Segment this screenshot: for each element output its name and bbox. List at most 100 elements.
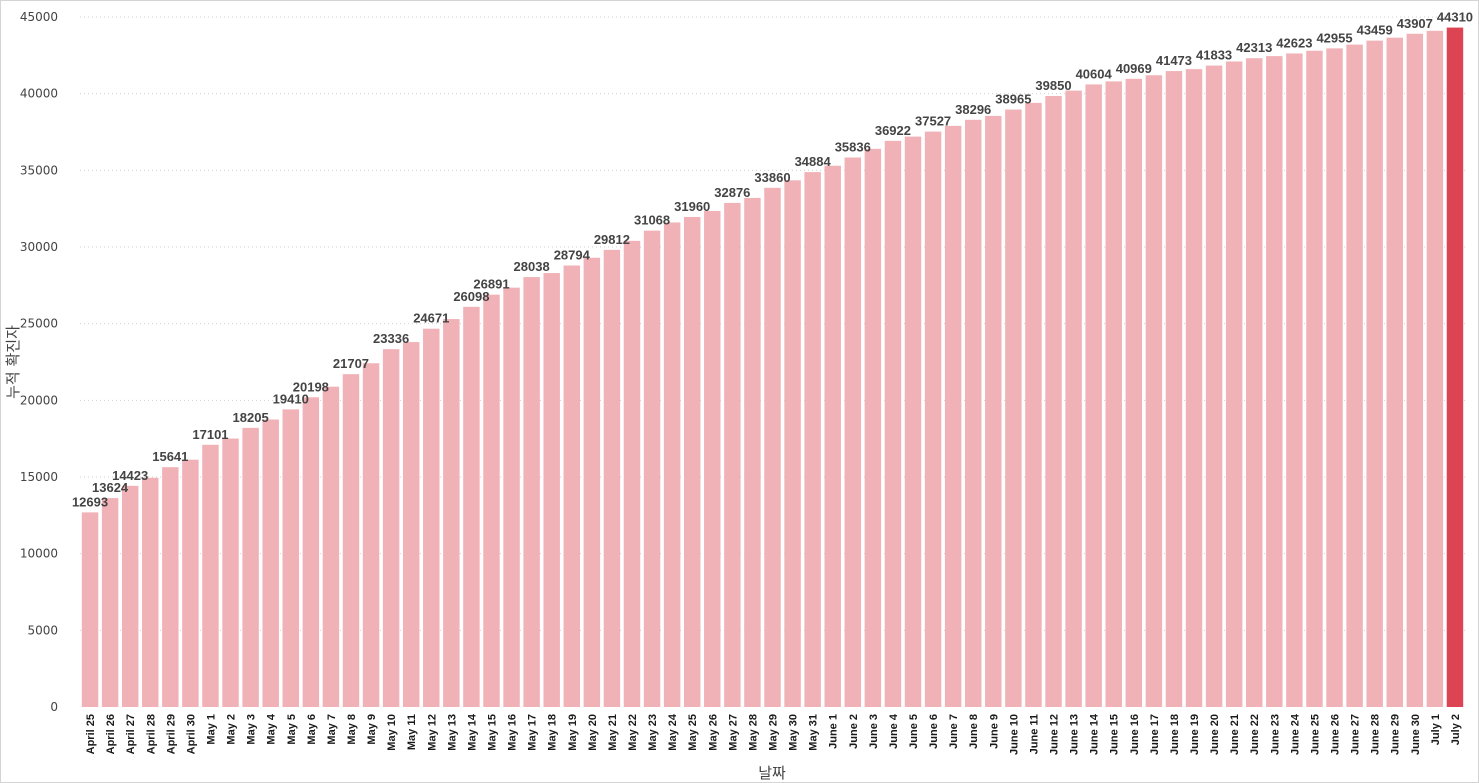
bar[interactable] <box>402 342 420 707</box>
bar[interactable] <box>222 438 239 707</box>
bar[interactable] <box>1205 65 1223 707</box>
x-tick-label: May 1 <box>205 714 217 745</box>
data-label: 18205 <box>233 410 269 425</box>
data-label: 34884 <box>795 154 832 169</box>
x-tick-label: May 23 <box>647 714 659 751</box>
x-tick-label: May 12 <box>426 714 438 751</box>
bar[interactable] <box>603 249 621 707</box>
bar[interactable] <box>1105 81 1122 707</box>
bar[interactable] <box>101 498 119 707</box>
bar[interactable] <box>1266 56 1283 708</box>
data-label: 40604 <box>1076 66 1113 81</box>
bar[interactable] <box>1225 61 1243 707</box>
bar[interactable] <box>162 467 179 707</box>
bar[interactable] <box>964 119 982 707</box>
x-tick-label: June 14 <box>1089 713 1101 755</box>
bar[interactable] <box>804 172 821 707</box>
x-tick-label: June 22 <box>1249 714 1261 755</box>
bar[interactable] <box>884 140 902 707</box>
data-label: 44310 <box>1437 10 1473 25</box>
bar[interactable] <box>543 273 560 707</box>
bar[interactable] <box>1065 90 1082 708</box>
bar[interactable] <box>1125 78 1143 708</box>
data-label: 26098 <box>453 289 489 304</box>
x-tick-label: May 8 <box>346 714 358 745</box>
bar[interactable] <box>824 165 841 707</box>
bar[interactable] <box>1246 58 1263 707</box>
bar[interactable] <box>663 222 681 707</box>
bar[interactable] <box>904 136 922 708</box>
bar[interactable] <box>844 157 862 708</box>
bar[interactable] <box>784 180 801 708</box>
bar[interactable] <box>443 319 460 707</box>
bar[interactable] <box>142 477 159 707</box>
data-label: 36922 <box>875 123 911 138</box>
x-tick-label: June 1 <box>828 714 840 749</box>
bar[interactable] <box>764 187 781 707</box>
bar[interactable] <box>1005 109 1022 707</box>
bar[interactable] <box>483 294 500 707</box>
bar[interactable] <box>1386 37 1403 707</box>
bar[interactable] <box>1286 53 1303 708</box>
bar[interactable] <box>1165 71 1183 707</box>
bar[interactable] <box>503 287 520 707</box>
y-tick-label: 10000 <box>20 547 58 561</box>
bar[interactable] <box>81 512 99 707</box>
x-tick-label: June 9 <box>988 714 1000 749</box>
bar[interactable] <box>463 306 480 707</box>
x-tick-label: May 27 <box>727 714 739 751</box>
y-tick-label: 40000 <box>20 87 58 101</box>
bar[interactable] <box>744 197 761 707</box>
bar[interactable] <box>583 257 601 707</box>
bar[interactable] <box>1085 84 1102 707</box>
bar[interactable] <box>362 363 380 707</box>
bar[interactable] <box>724 202 741 707</box>
data-label: 38296 <box>955 102 991 117</box>
bar[interactable] <box>563 265 581 707</box>
bar[interactable] <box>342 374 360 707</box>
bar[interactable] <box>262 419 279 708</box>
bar[interactable] <box>1426 30 1444 708</box>
data-label: 43907 <box>1397 16 1433 31</box>
bar[interactable] <box>1346 44 1363 708</box>
bar[interactable] <box>322 386 340 707</box>
x-tick-label: July 2 <box>1450 714 1462 745</box>
bar[interactable] <box>523 277 540 707</box>
bar[interactable] <box>1145 75 1163 708</box>
data-label: 40969 <box>1116 61 1152 76</box>
bar[interactable] <box>1366 40 1383 708</box>
x-tick-label: June 13 <box>1069 714 1081 755</box>
bar[interactable] <box>121 485 139 707</box>
x-tick-label: June 8 <box>968 714 980 749</box>
x-axis-title: 날짜 <box>758 764 786 782</box>
bar[interactable] <box>1446 27 1464 707</box>
bar[interactable] <box>623 240 641 707</box>
bar[interactable] <box>182 459 199 707</box>
bar[interactable] <box>944 125 962 707</box>
bar[interactable] <box>1025 102 1042 707</box>
bar[interactable] <box>202 444 219 707</box>
bar[interactable] <box>1306 50 1323 707</box>
x-tick-label: May 6 <box>306 714 318 745</box>
x-tick-label: April 28 <box>145 714 157 754</box>
bar[interactable] <box>302 397 320 707</box>
bar[interactable] <box>1185 69 1203 708</box>
x-tick-label: May 9 <box>366 714 378 745</box>
bar[interactable] <box>1326 48 1343 707</box>
x-tick-label: May 18 <box>547 714 559 751</box>
bar[interactable] <box>924 131 942 707</box>
bar[interactable] <box>1045 95 1062 707</box>
bar[interactable] <box>643 230 661 707</box>
bar[interactable] <box>864 148 882 707</box>
bar[interactable] <box>683 216 701 708</box>
bar[interactable] <box>1406 33 1424 707</box>
y-tick-label: 45000 <box>20 10 58 24</box>
bar[interactable] <box>985 115 1002 707</box>
bar[interactable] <box>282 409 299 707</box>
bar[interactable] <box>242 427 259 707</box>
bar[interactable] <box>704 210 721 707</box>
x-tick-label: May 26 <box>707 714 719 751</box>
bar[interactable] <box>423 328 440 707</box>
bar[interactable] <box>382 349 400 707</box>
